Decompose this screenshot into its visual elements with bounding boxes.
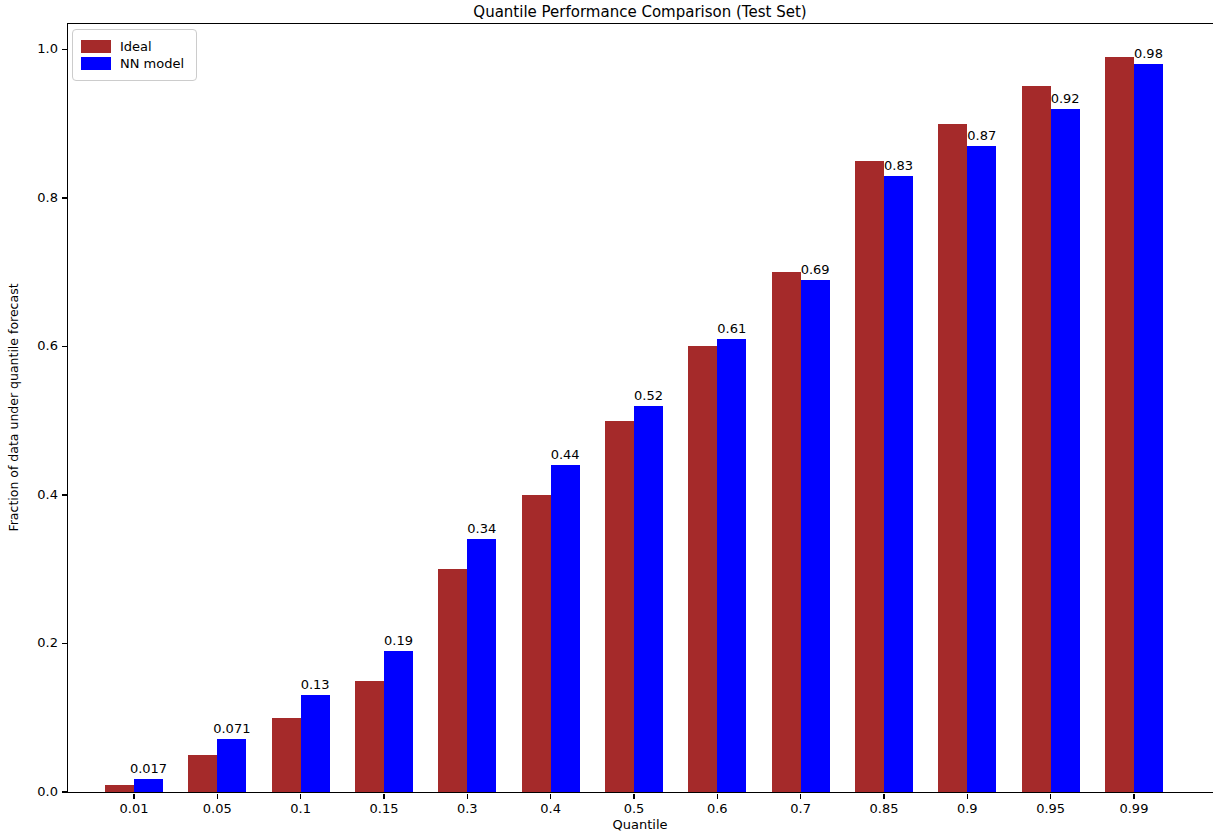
bar-ideal [938,124,967,792]
bar-nn-model [1051,109,1080,792]
bar-ideal [605,421,634,792]
bar-ideal [772,272,801,792]
legend-item: NN model [81,56,184,71]
bar-value-label: 0.98 [1113,46,1183,61]
bar-nn-model [634,406,663,792]
x-tick-label: 0.1 [271,801,331,816]
y-tick-mark [62,197,67,199]
bar-value-label: 0.071 [197,721,267,736]
bar-nn-model [217,739,246,792]
x-tick-label: 0.05 [187,801,247,816]
y-axis-label: Fraction of data under quantile forecast [6,258,21,558]
y-tick-label: 0.4 [16,487,58,502]
x-tick-mark [133,794,135,799]
y-tick-label: 0.8 [16,190,58,205]
bar-ideal [355,681,384,792]
bar-nn-model [717,339,746,792]
bar-value-label: 0.13 [280,677,350,692]
bar-ideal [438,569,467,792]
bar-nn-model [801,280,830,792]
bar-nn-model [1134,64,1163,792]
y-tick-mark [62,49,67,51]
bar-value-label: 0.87 [947,128,1017,143]
bar-value-label: 0.61 [697,321,767,336]
x-tick-mark [1050,794,1052,799]
legend-item: Ideal [81,39,184,54]
y-tick-mark [62,346,67,348]
x-tick-mark [300,794,302,799]
x-axis-label: Quantile [67,817,1213,832]
y-tick-label: 0.6 [16,338,58,353]
plot-area: 0.00.20.40.60.81.00.010.0170.050.0710.10… [67,23,1213,793]
bar-nn-model [884,176,913,792]
legend-swatch-ideal [81,40,111,53]
bar-nn-model [967,146,996,792]
legend-label: Ideal [120,39,152,54]
bar-nn-model [301,695,330,792]
bar-ideal [272,718,301,792]
x-tick-label: 0.01 [104,801,164,816]
y-tick-label: 0.0 [16,784,58,799]
x-tick-label: 0.95 [1021,801,1081,816]
x-tick-mark [550,794,552,799]
bar-value-label: 0.44 [530,447,600,462]
x-tick-label: 0.5 [604,801,664,816]
bar-value-label: 0.92 [1030,91,1100,106]
bar-ideal [105,785,134,792]
x-tick-mark [717,794,719,799]
x-tick-label: 0.85 [854,801,914,816]
x-tick-mark [217,794,219,799]
y-tick-label: 1.0 [16,41,58,56]
x-tick-label: 0.9 [937,801,997,816]
y-tick-mark [62,791,67,793]
legend-label: NN model [120,56,184,71]
x-tick-mark [467,794,469,799]
bar-ideal [188,755,217,792]
y-tick-mark [62,643,67,645]
y-tick-mark [62,494,67,496]
bar-value-label: 0.017 [114,761,184,776]
x-tick-label: 0.7 [771,801,831,816]
x-tick-label: 0.4 [521,801,581,816]
figure: Quantile Performance Comparison (Test Se… [0,0,1213,835]
bar-value-label: 0.69 [780,262,850,277]
bar-ideal [688,346,717,792]
bar-ideal [522,495,551,792]
bar-nn-model [134,779,163,792]
y-tick-label: 0.2 [16,635,58,650]
x-tick-label: 0.15 [354,801,414,816]
bar-nn-model [551,465,580,792]
legend: Ideal NN model [72,29,197,81]
bar-value-label: 0.83 [863,158,933,173]
bar-nn-model [384,651,413,792]
bar-nn-model [467,539,496,792]
x-tick-mark [383,794,385,799]
bar-value-label: 0.34 [447,521,517,536]
chart-title: Quantile Performance Comparison (Test Se… [67,3,1213,21]
x-tick-mark [633,794,635,799]
x-tick-mark [1133,794,1135,799]
bar-value-label: 0.19 [363,633,433,648]
x-tick-mark [967,794,969,799]
bar-value-label: 0.52 [613,388,683,403]
x-tick-label: 0.99 [1104,801,1164,816]
bar-ideal [1105,57,1134,792]
x-tick-label: 0.6 [687,801,747,816]
legend-swatch-nn-model [81,57,111,70]
x-tick-label: 0.3 [437,801,497,816]
x-tick-mark [883,794,885,799]
bar-ideal [1022,86,1051,792]
bar-ideal [855,161,884,792]
x-tick-mark [800,794,802,799]
